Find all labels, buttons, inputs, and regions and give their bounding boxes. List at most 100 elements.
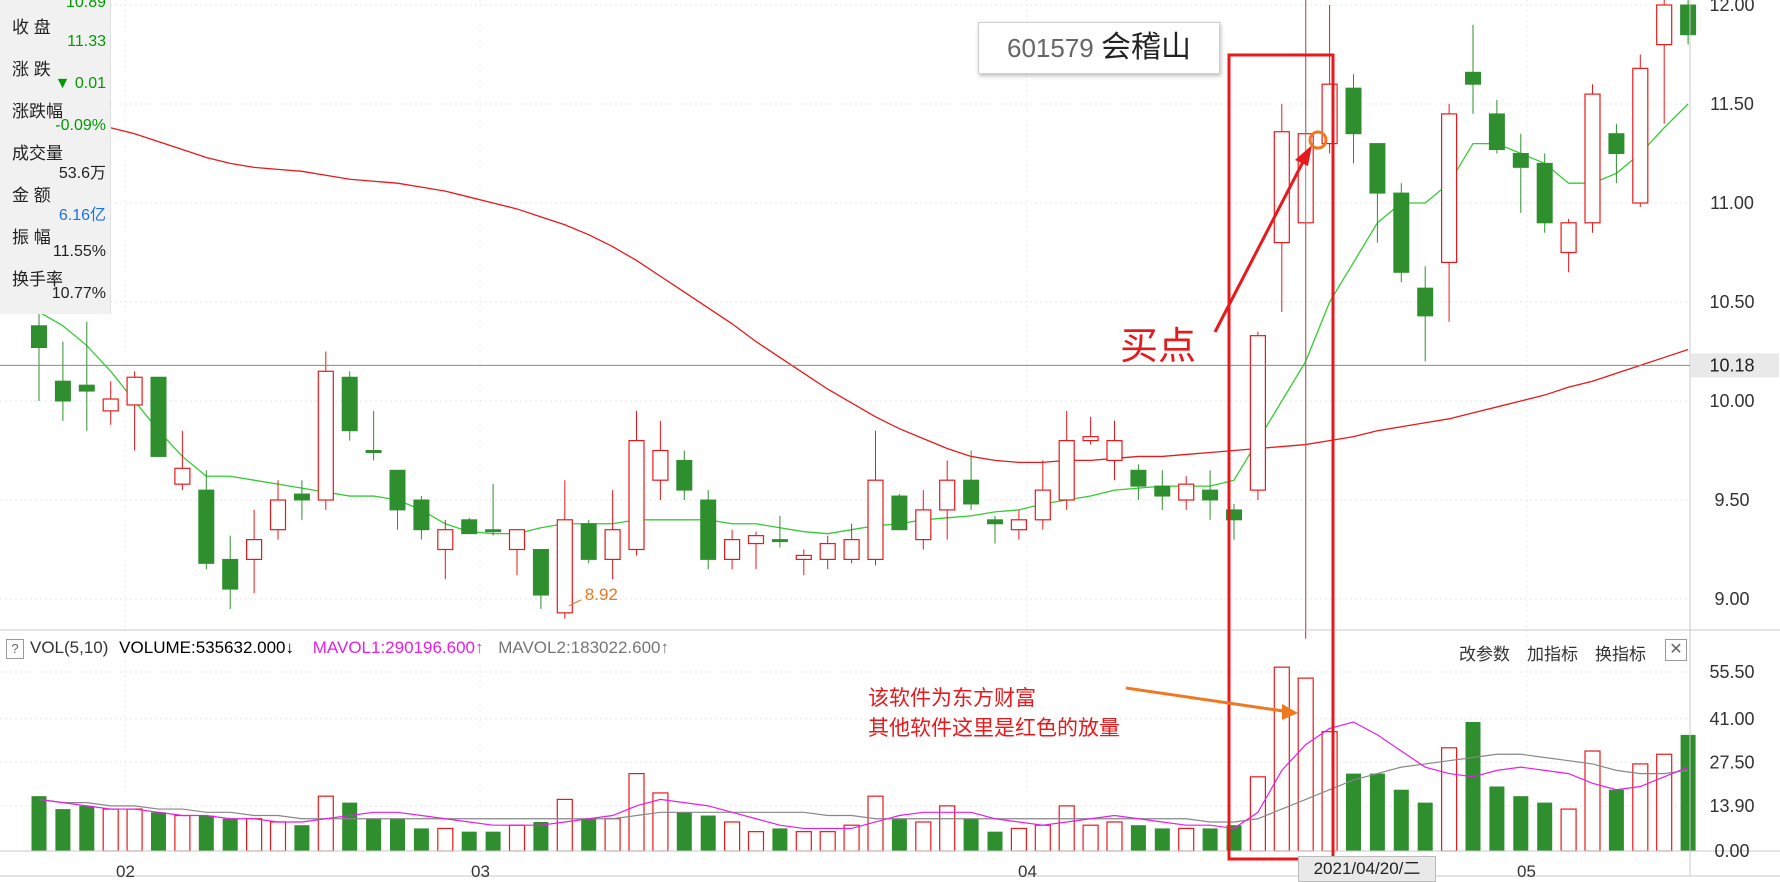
candle-body-up [628,440,645,551]
mavol2-value: MAVOL2:183022.600 [498,638,661,657]
volume-bar-down [1393,789,1409,851]
candle-body-down [1680,4,1697,36]
volume-indicator-header: ? VOL(5,10) VOLUME:535632.000↓ MAVOL1:290… [6,638,669,659]
price-tick-label: 9.00 [1714,589,1749,609]
volume-bar-down [151,812,166,851]
candle-body-down [222,558,239,590]
buy-point-circle [1308,130,1328,150]
volume-bar-down [1417,802,1433,851]
volume-bar-up [508,824,526,852]
candle-body-down [198,489,215,564]
candle-body-down [413,499,430,531]
candle-body-up [1058,440,1075,501]
candle-body-up [1560,222,1577,254]
volume-bar-up [1297,677,1314,852]
mavol1-up-arrow-icon: ↑ [475,638,484,657]
volume-bar-down [79,805,95,851]
candle-body-down [293,493,310,501]
candle-body-up [867,479,884,561]
volume-bar-up [1584,750,1601,852]
close-icon[interactable]: ✕ [1665,639,1687,661]
volume-bar-up [1440,747,1458,852]
crosshair-date-box: 2021/04/20/二 [1298,856,1436,882]
volume-bar-down [581,818,597,851]
ma-red-line [38,125,1689,464]
info-value: 11.33 [67,33,106,50]
volume-bar-down [772,828,788,851]
volume-bar-down [1608,789,1624,851]
volume-bar-down [1489,786,1505,851]
candle-body-up [843,538,860,560]
candle-body-up [1178,483,1195,501]
mavol1-value: MAVOL1:290196.600 [312,638,475,657]
volume-bar-up [915,821,932,852]
candle-body-down [1369,143,1386,194]
volume-bar-down [1369,773,1385,851]
candle-body-down [485,529,502,533]
info-top-value: 10.89 [65,0,106,11]
buy-point-arrow [1213,157,1307,333]
mavol1-line [38,721,1689,830]
volume-bar-down [700,815,716,851]
candle-body-down [1465,71,1481,85]
info-value: 6.16亿 [58,207,106,224]
stock-code: 601579 [1007,33,1094,63]
volume-bar-up [556,798,573,852]
low-marker-line [568,599,582,607]
crosshair-price-label: 10.18 [1709,355,1754,375]
candle-body-up [1249,335,1267,491]
candle-body-up [437,529,454,551]
candle-body-down [1226,509,1242,521]
candle-body-up [1082,436,1099,442]
volume-bar-down [55,809,71,851]
candle-body-down [580,523,597,560]
stock-name: 会稽山 [1101,31,1191,64]
volume-bar-down [1513,796,1529,851]
volume-bar-down [987,831,1003,851]
buy-point-arrowhead [1295,145,1312,166]
note-arrowhead [1282,704,1298,720]
info-value: 53.6万 [58,165,106,182]
volume-bar-down [198,815,214,851]
candle-body-up [556,519,573,614]
help-icon[interactable]: ? [6,639,24,659]
info-label: 涨跌幅 [12,102,63,121]
info-label: 收 盘 [12,18,51,37]
candle-body-down [1417,287,1434,317]
moving-average-lines [38,103,1689,535]
volume-bar-up [1010,827,1028,852]
add-indicator-button[interactable]: 加指标 [1527,645,1578,664]
switch-indicator-button[interactable]: 换指标 [1595,645,1646,664]
note-arrow [1125,686,1291,714]
candle-body-down [1488,113,1505,151]
candle-body-up [723,538,741,560]
candle-body-up [652,449,669,481]
candle-body-up [126,376,143,406]
candle-body-down [532,549,549,596]
volume-bar-up [628,772,645,852]
candle-body-up [747,535,765,545]
ma-green-line [38,103,1689,535]
candle-body-up [1034,489,1051,521]
volume-bar-up [1058,805,1075,852]
candle-body-down [1608,133,1625,154]
volume-bar-up [1249,776,1267,852]
volume-tick-label: 27.50 [1709,752,1754,772]
candle-body-up [795,554,812,561]
info-label: 换手率 [12,270,63,289]
volume-bar-down [294,825,310,851]
change-params-button[interactable]: 改参数 [1459,645,1510,664]
volume-bar-up [795,831,812,852]
candle-body-down [700,499,717,560]
candle-body-up [1584,93,1601,224]
candle-body-up [1656,4,1673,46]
note-line-1: 该软件为东方财富 [868,687,1036,710]
volume-bar-up [843,824,860,852]
volume-bar-up [1106,821,1123,852]
crosshair-price-box [1691,353,1779,378]
quote-info-panel: 10.89 收 盘 11.33 涨 跌 ▼ 0.01 涨跌幅 -0.09% 成交量 53.6万… [0,0,111,314]
candle-body-down [1393,192,1410,273]
candle-body-down [987,519,1003,525]
